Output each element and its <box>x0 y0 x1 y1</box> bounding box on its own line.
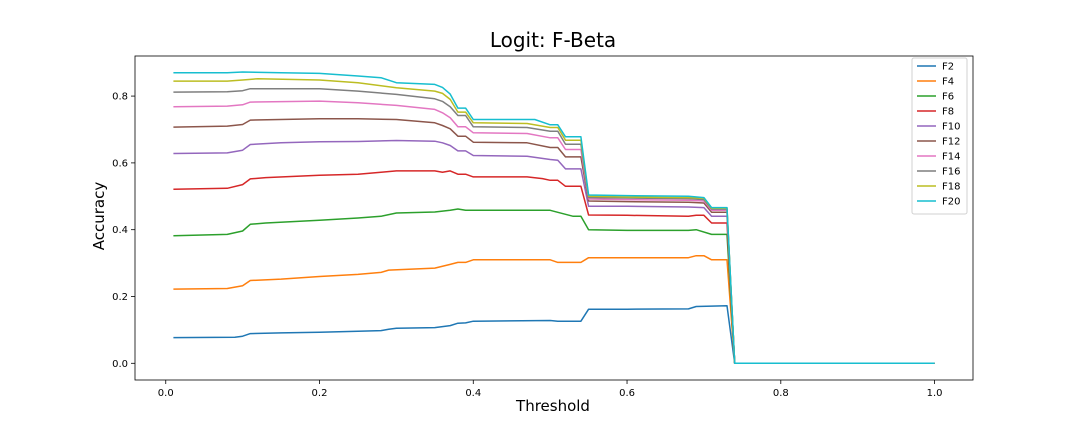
x-tick-label: 0.4 <box>465 388 481 399</box>
legend-label-f2: F2 <box>942 62 954 73</box>
legend-label-f14: F14 <box>942 152 960 163</box>
x-axis-label: Threshold <box>515 397 590 415</box>
y-tick-label: 0.0 <box>112 359 128 370</box>
series-line-f20 <box>173 71 935 365</box>
series-line-f10 <box>173 139 935 365</box>
legend-label-f18: F18 <box>942 182 960 193</box>
y-tick-label: 0.4 <box>112 225 128 236</box>
x-tick-label: 0.2 <box>312 388 328 399</box>
series-line-f8 <box>173 170 935 365</box>
series-line-f2 <box>173 305 935 365</box>
legend-label-f20: F20 <box>942 197 960 208</box>
y-axis-label: Accuracy <box>90 182 108 251</box>
legend-label-f8: F8 <box>942 107 954 118</box>
series-line-f16 <box>173 87 935 365</box>
series-line-f6 <box>173 208 935 365</box>
y-tick-label: 0.8 <box>112 92 128 103</box>
series-line-f12 <box>173 118 935 365</box>
x-tick-label: 0.6 <box>619 388 635 399</box>
legend-box <box>911 57 968 215</box>
chart-title: Logit: F-Beta <box>490 28 616 52</box>
legend-label-f4: F4 <box>942 77 954 88</box>
series-line-f14 <box>173 100 935 365</box>
x-tick-label: 0.8 <box>773 388 789 399</box>
legend-label-f12: F12 <box>942 137 960 148</box>
y-tick-label: 0.6 <box>112 158 128 169</box>
legend-label-f10: F10 <box>942 122 960 133</box>
legend-label-f16: F16 <box>942 167 960 178</box>
x-tick-label: 1.0 <box>927 388 943 399</box>
plot-frame <box>134 55 974 381</box>
x-tick-label: 0.0 <box>158 388 174 399</box>
legend-label-f6: F6 <box>942 92 954 103</box>
y-tick-label: 0.2 <box>112 292 128 303</box>
series-line-f18 <box>173 77 935 365</box>
series-line-f4 <box>173 254 935 365</box>
